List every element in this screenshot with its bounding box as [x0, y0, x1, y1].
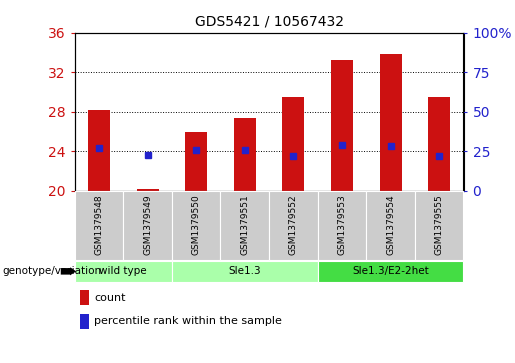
Bar — [318, 191, 366, 260]
Text: Sle1.3/E2-2het: Sle1.3/E2-2het — [352, 266, 429, 276]
Text: GSM1379551: GSM1379551 — [241, 195, 249, 256]
Bar — [366, 191, 415, 260]
Text: GSM1379554: GSM1379554 — [386, 195, 395, 256]
Bar — [88, 110, 110, 191]
Text: genotype/variation: genotype/variation — [3, 266, 101, 276]
Bar — [136, 189, 159, 191]
Bar — [331, 60, 353, 191]
Text: wild type: wild type — [99, 266, 147, 276]
Bar — [269, 191, 318, 260]
Text: GSM1379555: GSM1379555 — [435, 195, 444, 256]
Bar — [282, 97, 304, 191]
Bar — [428, 97, 450, 191]
Bar — [318, 261, 464, 282]
Title: GDS5421 / 10567432: GDS5421 / 10567432 — [195, 15, 344, 29]
Text: GSM1379553: GSM1379553 — [337, 195, 347, 256]
Bar — [220, 191, 269, 260]
Text: Sle1.3: Sle1.3 — [229, 266, 261, 276]
Bar — [234, 118, 256, 191]
Bar — [123, 191, 172, 260]
Bar — [75, 191, 123, 260]
Bar — [172, 191, 220, 260]
Text: percentile rank within the sample: percentile rank within the sample — [94, 316, 282, 326]
Bar — [185, 132, 207, 191]
Text: count: count — [94, 293, 126, 303]
Bar — [172, 261, 318, 282]
Bar — [75, 261, 172, 282]
Text: GSM1379550: GSM1379550 — [192, 195, 201, 256]
Bar — [415, 191, 464, 260]
Text: GSM1379548: GSM1379548 — [94, 195, 104, 256]
Text: GSM1379552: GSM1379552 — [289, 195, 298, 256]
Text: GSM1379549: GSM1379549 — [143, 195, 152, 256]
Bar — [380, 54, 402, 191]
